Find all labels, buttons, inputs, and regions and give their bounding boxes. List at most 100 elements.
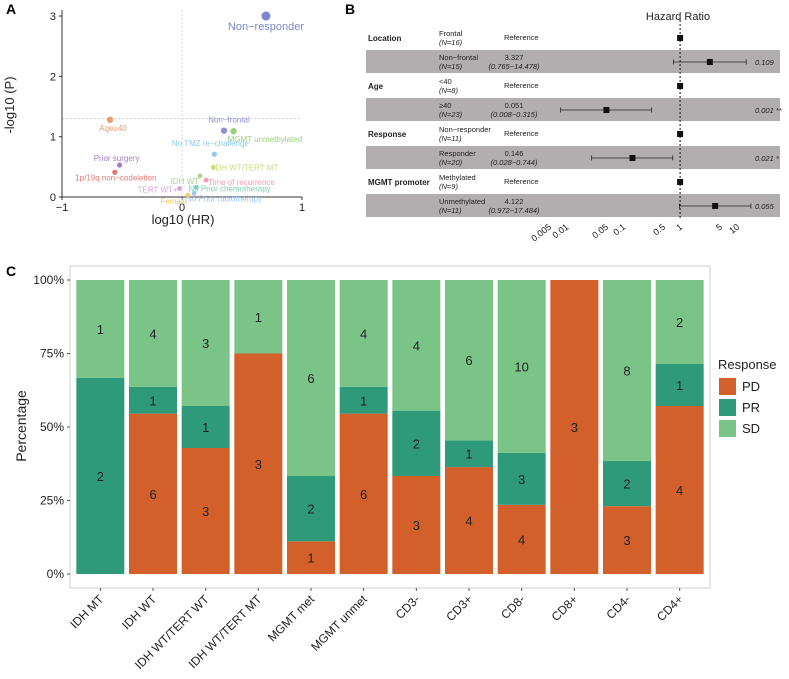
bar-segment-label: 3 [571,420,578,435]
bar-category-label: CD4+ [654,592,686,624]
bar-segment-label: 2 [676,315,683,330]
bar-y-tick-label: 0% [47,567,65,581]
bar-segment-label: 4 [676,483,683,498]
forest-x-tick-label: 0.5 [651,222,667,238]
forest-estimate: 3.327 [505,53,524,62]
forest-title: Hazard Ratio [646,11,710,23]
forest-estimate: 4.122 [505,197,524,206]
volcano-point [191,190,197,196]
volcano-point [185,192,191,198]
bar-segment-label: 3 [255,457,262,472]
forest-variable-label: Response [368,130,407,139]
bar-segment [181,448,230,574]
bar-segment-label: 4 [149,326,156,341]
forest-level-label: Unmethylated [439,197,485,206]
volcano-point-label: MGMT unmethylated [228,135,303,144]
bar-y-tick-label: 100% [33,273,64,287]
forest-n-label: (N=9) [439,182,458,191]
bar-segment [234,353,283,574]
bar-category-label: CD8- [498,592,528,622]
bar-segment [445,440,493,468]
volcano-point [112,169,118,175]
bar-segment [287,280,335,476]
bar-segment [339,386,388,414]
bar-segment [181,280,230,406]
legend-label: PR [742,400,760,415]
forest-p-value: 0.001 ** [755,106,783,115]
forest-x-tick-label: 0.01 [550,222,570,241]
volcano-plot: log10 (HR) -log10 (P) −1 0 10123Non−respon… [2,10,305,227]
forest-row-shade [366,194,780,217]
bar-segment-label: 3 [623,533,630,548]
bar-segment [129,280,177,387]
forest-x-tick-label: 0.1 [611,222,627,238]
volcano-point-label: Age≥40 [99,124,127,133]
forest-x-tick-label: 5 [714,222,724,233]
volcano-point [261,11,271,21]
volcano-point [197,173,203,179]
bar-segment-label: 6 [360,487,367,502]
bar-segment-label: 3 [202,504,209,519]
bar-y-tick-label: 50% [40,420,64,434]
bar-y-axis-label: Percentage [13,390,29,462]
volcano-point-label: Non−responder [228,21,304,33]
bar-segment [76,378,125,574]
bar-segment-label: 2 [307,502,314,517]
forest-estimate: Reference [504,177,539,186]
bar-category-label: CD8+ [549,592,581,624]
forest-level-label: ≥40 [439,101,451,110]
bar-segment [234,280,283,354]
panel-letter-c: C [6,263,16,279]
bar-segment [497,504,546,574]
forest-level-label: Responder [439,149,476,158]
bar-category-label: MGMT unmet [308,592,370,654]
bar-segment-label: 2 [97,469,104,484]
bar-segment [339,413,388,574]
bar-segment [603,506,651,574]
volcano-y-tick-label: 2 [50,71,56,83]
bar-segment [655,280,704,364]
forest-level-label: Non−frontal [439,53,478,62]
legend-label: SD [742,421,760,436]
forest-n-label: (N=11) [439,206,462,215]
volcano-y-tick-label: 0 [50,192,56,204]
bar-segment-label: 1 [307,551,314,566]
volcano-point-label: Prior surgery [94,154,140,163]
forest-estimate: 0.146 [505,149,524,158]
bar-segment-label: 2 [623,477,630,492]
stacked-bar-chart: Percentage Response 0% 25% 50% 75% 100% 2 1 IDH… [13,265,777,672]
volcano-point-label: Time of recurrence [208,178,275,187]
volcano-point [194,184,199,190]
bar-segment-label: 1 [149,393,156,408]
bar-category-label: IDH MT [67,592,107,632]
volcano-point-label: IDH WT [171,177,200,186]
forest-hr-marker [603,107,610,113]
bar-segment [497,452,546,505]
bar-segment [550,280,599,574]
volcano-point-label: Female [160,197,187,206]
bar-category-label: CD4- [603,592,633,622]
bar-category-label: CD3+ [443,592,475,624]
forest-variable-label: Location [368,34,401,43]
bar-segment [392,410,441,476]
bar-category-label: CD3- [393,592,423,622]
legend-title: Response [718,357,777,372]
bar-segment-label: 8 [623,363,630,378]
volcano-point-label: IDH WT/TERT MT [213,163,278,172]
forest-p-value: 0.109 [755,58,775,67]
forest-level-label: Non−responder [439,125,491,134]
bar-segment [129,386,177,414]
bar-segment-label: 4 [360,326,367,341]
bar-segment-label: 4 [465,514,472,529]
volcano-point [230,128,237,135]
bar-segment [76,280,125,378]
volcano-point-label: No Prior chemotherapy [188,184,270,193]
bar-segment [392,476,441,574]
bar-segment-label: 3 [518,472,525,487]
forest-level-label: <40 [439,77,452,86]
forest-p-value: 0.021 * [755,154,780,163]
bar-segment-label: 6 [465,353,472,368]
forest-n-label: (N=15) [439,62,463,71]
volcano-point [211,151,217,157]
